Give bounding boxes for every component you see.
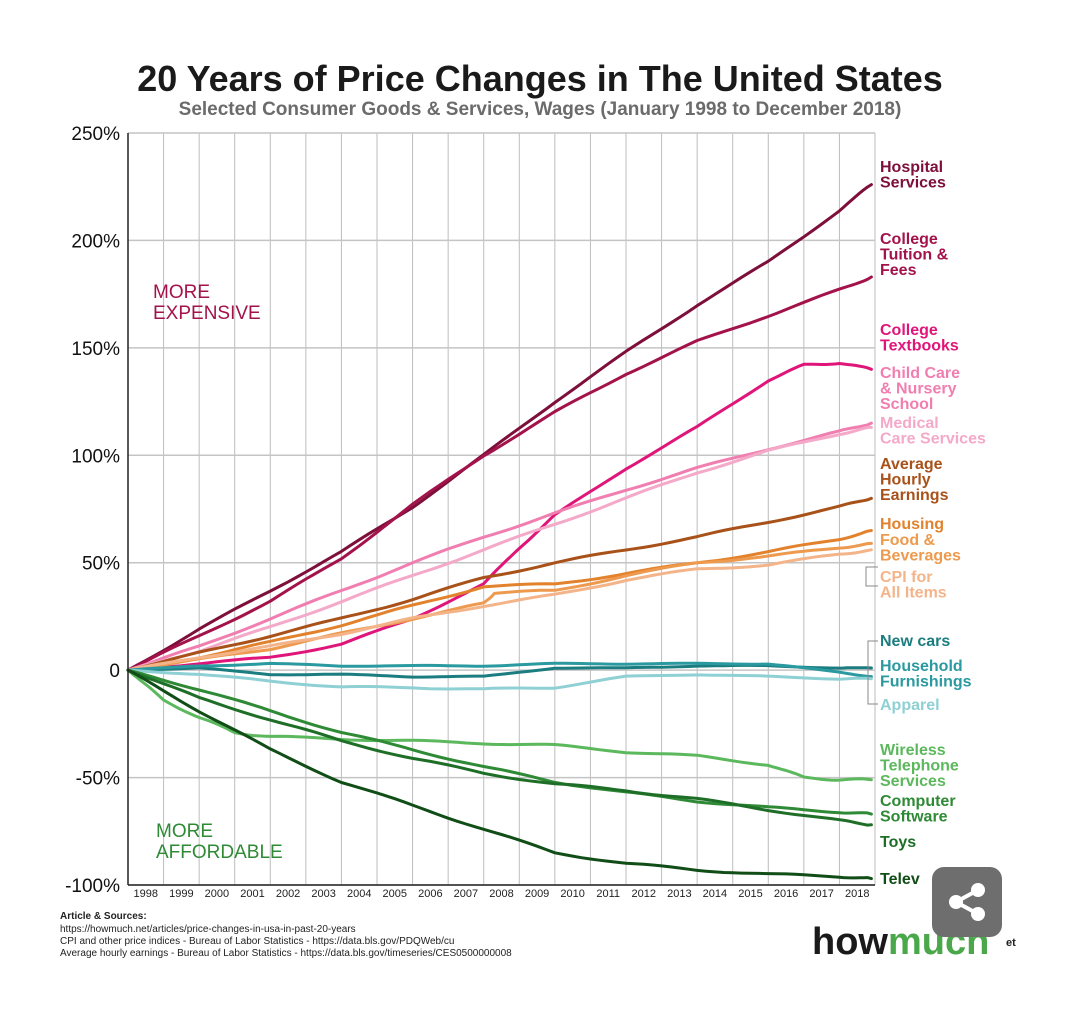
series-line bbox=[126, 668, 873, 782]
x-tick-label: 2004 bbox=[347, 888, 371, 900]
series-label: Hospital Services bbox=[880, 159, 946, 192]
source-line: Average hourly earnings - Bureau of Labo… bbox=[60, 948, 512, 959]
region-annotation: MORE EXPENSIVE bbox=[153, 282, 261, 324]
x-tick-label: 2005 bbox=[383, 888, 407, 900]
x-tick-label: 2015 bbox=[738, 888, 762, 900]
series-label: Apparel bbox=[880, 697, 940, 714]
series-line bbox=[126, 362, 873, 672]
y-tick-label: 100% bbox=[71, 446, 120, 467]
region-annotation: MORE AFFORDABLE bbox=[156, 821, 283, 863]
share-icon bbox=[949, 883, 985, 921]
x-tick-label: 2018 bbox=[845, 888, 869, 900]
x-tick-label: 2002 bbox=[276, 888, 300, 900]
series-label: Average Hourly Earnings bbox=[880, 456, 949, 504]
x-tick-label: 2003 bbox=[311, 888, 335, 900]
series-line bbox=[126, 421, 873, 672]
series-label: CPI for All Items bbox=[880, 569, 947, 602]
series-line bbox=[126, 425, 873, 672]
axes: 1998 1999 2000 2001 2002 2003 2004 2005 2006 2007… bbox=[65, 124, 875, 900]
annotations: MORE EXPENSIVE MORE AFFORDABLE bbox=[153, 282, 283, 863]
source-line: CPI and other price indices - Bureau of … bbox=[60, 936, 454, 947]
series-line bbox=[126, 668, 873, 816]
x-tick-label: 2012 bbox=[632, 888, 656, 900]
series-line bbox=[126, 496, 873, 672]
series-line bbox=[126, 275, 873, 672]
y-tick-label: -100% bbox=[65, 876, 120, 897]
x-tick-label: 2013 bbox=[667, 888, 691, 900]
sources-heading: Article & Sources: bbox=[60, 911, 147, 922]
share-button[interactable] bbox=[932, 867, 1002, 937]
series-label: Food & Beverages bbox=[880, 532, 961, 565]
grid bbox=[127, 132, 876, 886]
series-label: Child Care & Nursery School bbox=[880, 365, 960, 413]
chart-title: 20 Years of Price Changes in The United … bbox=[137, 58, 943, 99]
y-tick-label: 200% bbox=[71, 231, 120, 252]
brand-domain-fragment: et bbox=[1006, 937, 1016, 949]
x-tick-label: 2011 bbox=[596, 888, 620, 900]
series-line bbox=[126, 668, 873, 881]
x-tick-label: 2000 bbox=[205, 888, 229, 900]
y-tick-label: 50% bbox=[82, 554, 120, 575]
x-tick-label: 2007 bbox=[454, 888, 478, 900]
series-line bbox=[126, 668, 873, 691]
x-tick-label: 2006 bbox=[418, 888, 442, 900]
y-tick-label: -50% bbox=[76, 769, 120, 790]
x-tick-label: 2017 bbox=[809, 888, 833, 900]
series-label: Medical Care Services bbox=[880, 415, 986, 448]
series-label: Telev bbox=[880, 871, 920, 888]
x-tick-label: 2010 bbox=[560, 888, 584, 900]
label-connector bbox=[867, 640, 878, 705]
x-tick-label: 1999 bbox=[169, 888, 193, 900]
series-label: College Tuition & Fees bbox=[880, 231, 949, 279]
y-tick-label: 150% bbox=[71, 339, 120, 360]
y-tick-label: 0 bbox=[109, 661, 120, 682]
series-label: Household Furnishings bbox=[880, 658, 972, 691]
chart-subtitle: Selected Consumer Goods & Services, Wage… bbox=[179, 99, 902, 120]
x-tick-label: 2009 bbox=[525, 888, 549, 900]
series-label: Housing bbox=[880, 516, 944, 533]
series-line bbox=[126, 183, 873, 672]
x-tick-label: 1998 bbox=[134, 888, 158, 900]
label-connector bbox=[865, 566, 878, 587]
source-line: https://howmuch.net/articles/price-chang… bbox=[60, 924, 356, 935]
series-line bbox=[126, 548, 873, 672]
x-tick-label: 2001 bbox=[240, 888, 264, 900]
series-label: College Textbooks bbox=[880, 322, 959, 355]
series-lines bbox=[126, 183, 873, 881]
series-label: Wireless Telephone Services bbox=[880, 742, 959, 790]
series-labels: Hospital Services College Tuition & Fees Coll… bbox=[865, 159, 986, 888]
series-line bbox=[126, 529, 873, 672]
footer: Article & Sources: https://howmuch.net/a… bbox=[60, 911, 1016, 963]
series-line bbox=[126, 668, 873, 827]
y-tick-label: 250% bbox=[71, 124, 120, 145]
series-label: New cars bbox=[880, 633, 950, 650]
x-tick-label: 2008 bbox=[489, 888, 513, 900]
series-line bbox=[126, 541, 873, 672]
x-tick-label: 2016 bbox=[774, 888, 798, 900]
brand-logo-part: how bbox=[812, 921, 888, 963]
x-tick-label: 2014 bbox=[703, 888, 727, 900]
series-label: Toys bbox=[880, 834, 916, 851]
series-line bbox=[126, 661, 873, 679]
series-label: Computer Software bbox=[880, 793, 956, 826]
